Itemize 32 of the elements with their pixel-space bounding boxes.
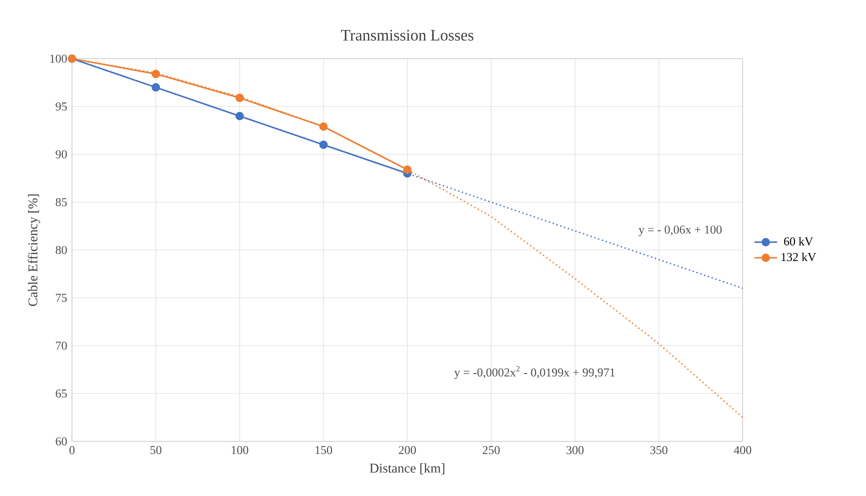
y-tick-label: 100 [50,54,67,63]
x-tick-label: 50 [150,446,162,454]
point [319,122,328,131]
x-tick-label: 200 [398,446,416,454]
x-axis-title: Distance [km] [370,463,444,474]
point [319,140,328,149]
y-tick-label: 80 [56,246,67,254]
point [403,165,412,174]
chart-title: Transmission Losses [341,30,474,41]
annotation: y = -0,0002x$^{2}$ - 0,0199x + 99,971 [454,366,615,379]
y-tick-label: 70 [56,342,67,350]
y-tick-label: 90 [56,150,67,158]
annotation: y = - 0,06x + 100 [638,226,722,236]
point [152,83,160,92]
x-tick-label: 0 [69,446,75,454]
x-tick-label: 300 [566,446,584,454]
x-tick-label: 100 [232,446,248,454]
y-axis-title: Cable Efficiency [%] [28,194,40,306]
y-tick-label: 75 [56,294,67,302]
legend-label: 60 kV [784,237,814,246]
legend-label: 132 kV [782,252,816,262]
point [235,94,244,102]
y-tick-label: 85 [56,198,67,206]
y-tick-label: 65 [56,389,67,398]
x-tick-label: 150 [316,446,332,454]
x-tick-label: 400 [734,446,752,454]
y-tick-label: 60 [56,437,67,446]
x-tick-label: 250 [482,446,500,454]
y-tick-label: 95 [56,102,67,111]
x-tick-label: 350 [650,446,668,454]
point [152,70,160,78]
point [235,112,244,120]
